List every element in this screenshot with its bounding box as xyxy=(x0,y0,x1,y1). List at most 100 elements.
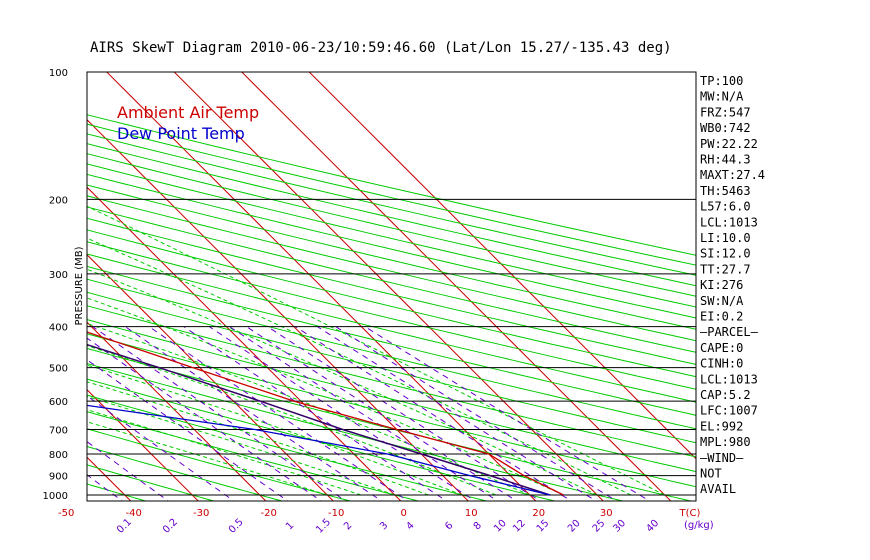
index-item: TT:27.7 xyxy=(700,262,751,276)
isobars xyxy=(87,72,696,496)
dry-adiabat-line xyxy=(87,394,489,501)
mixing-ratio-line xyxy=(87,441,170,501)
dry-adiabats xyxy=(87,114,696,501)
index-item: CAP:5.2 xyxy=(700,388,751,402)
index-item: —PARCEL— xyxy=(700,325,759,339)
mixing-ratio-tick-label: 1.5 xyxy=(314,517,333,536)
index-item: WB0:742 xyxy=(700,121,751,135)
index-item: LI:10.0 xyxy=(700,231,751,245)
moist-adiabat-line xyxy=(87,322,530,496)
temp-tick-label-bottom: -20 xyxy=(261,508,277,519)
moist-adiabat-line xyxy=(87,268,598,496)
index-item: CAPE:0 xyxy=(700,341,743,355)
mixing-ratio-line xyxy=(87,395,235,501)
dry-adiabat-line xyxy=(87,143,696,287)
mixing-ratio-tick-label: 3 xyxy=(378,520,390,532)
index-item: KI:276 xyxy=(700,278,743,292)
mixing-ratio-tick-label: 25 xyxy=(591,518,608,535)
temp-tick-label-bottom: -50 xyxy=(58,508,74,519)
dry-adiabat-line xyxy=(87,173,696,319)
plot-grid xyxy=(87,72,696,501)
index-item: PW:22.22 xyxy=(700,137,758,151)
dry-adiabat-line xyxy=(87,428,352,501)
mixing-ratio-line xyxy=(229,326,499,501)
dry-adiabat-line xyxy=(87,123,696,266)
temp-tick-label-bottom: 20 xyxy=(532,508,545,519)
temp-tick-label-bottom: -10 xyxy=(328,508,344,519)
plot-frame xyxy=(86,71,697,502)
mixing-ratio-tick-label: 10 xyxy=(492,518,509,535)
dry-adiabat-line xyxy=(87,445,284,501)
mixing-ratio-line xyxy=(87,337,323,501)
mixing-ratio-line xyxy=(335,326,618,501)
mixing-ratio-tick-label: 40 xyxy=(644,518,661,535)
index-item: LCL:1013 xyxy=(700,215,758,229)
mixing-ratio-line xyxy=(92,326,347,501)
index-item: MAXT:27.4 xyxy=(700,168,765,182)
chart-title: AIRS SkewT Diagram 2010-06-23/10:59:46.6… xyxy=(90,40,672,56)
pressure-tick-label: 1000 xyxy=(43,491,68,502)
index-item: LCL:1013 xyxy=(700,372,758,386)
dry-adiabat-line xyxy=(87,133,696,276)
temp-tick-label-bottom: 0 xyxy=(401,508,407,519)
dry-adiabat-line xyxy=(87,114,696,256)
mixing-ratio-tick-label: 6 xyxy=(443,520,455,532)
index-item: LFC:1007 xyxy=(700,404,758,418)
index-item: MPL:980 xyxy=(700,435,751,449)
legend-dew-point-temp: Dew Point Temp xyxy=(117,124,245,143)
mixing-ratio-line xyxy=(148,326,409,501)
index-item: EI:0.2 xyxy=(700,310,743,324)
dry-adiabat-line xyxy=(87,265,696,416)
dry-adiabat-line xyxy=(87,464,216,501)
pressure-tick-label: 100 xyxy=(49,68,68,79)
mixing-ratio-line xyxy=(295,326,573,501)
index-item: EL:992 xyxy=(700,419,743,433)
temp-tick-label-bottom: -40 xyxy=(126,508,142,519)
pressure-tick-label: 400 xyxy=(49,323,68,334)
dew-point-temp-line xyxy=(87,404,551,496)
mixing-ratio-line xyxy=(246,326,518,501)
series-layer xyxy=(87,331,564,496)
dry-adiabat-line xyxy=(87,363,625,501)
moist-adiabat-line xyxy=(87,345,497,496)
dry-adiabat-line xyxy=(87,206,696,353)
dry-adiabat-line xyxy=(87,195,696,342)
mixing-ratio-tick-label: 2 xyxy=(342,520,354,532)
mixing-ratio-line xyxy=(87,474,124,501)
mixing-ratio-tick-label: 0.5 xyxy=(227,517,246,536)
index-item: RH:44.3 xyxy=(700,153,751,167)
dry-adiabat-line xyxy=(87,278,696,430)
mixing-ratio-lines xyxy=(87,326,651,501)
mixing-ratio-line xyxy=(209,326,476,501)
mixing-ratio-tick-label: 0.1 xyxy=(115,517,134,536)
dry-adiabat-line xyxy=(87,153,696,297)
dry-adiabat-line xyxy=(87,347,693,501)
mixing-ratio-line xyxy=(125,326,383,501)
mixing-ratio-line xyxy=(364,326,651,501)
pressure-tick-label: 800 xyxy=(49,450,68,461)
mixing-ratio-tick-label: 15 xyxy=(535,518,552,535)
isotherm-line xyxy=(241,72,672,501)
dry-adiabat-line xyxy=(87,163,696,308)
index-item: NOT xyxy=(700,467,722,481)
isotherm-line xyxy=(87,389,199,501)
dry-adiabat-line xyxy=(87,319,696,473)
isotherm-line xyxy=(106,72,537,501)
temp-tick-label-bottom: 30 xyxy=(600,508,613,519)
index-item: L57:6.0 xyxy=(700,200,751,214)
moist-adiabat-line xyxy=(87,409,362,496)
index-item: SW:N/A xyxy=(700,294,744,308)
mixing-ratio-line xyxy=(267,326,542,501)
dry-adiabat-line xyxy=(87,217,696,365)
mixing-ratio-line xyxy=(317,326,598,501)
mixing-ratio-tick-label: 20 xyxy=(566,518,583,535)
index-item: TP:100 xyxy=(700,74,743,88)
dry-adiabat-line xyxy=(87,291,696,444)
dry-adiabat-line xyxy=(87,253,696,403)
mixing-ratio-tick-label: 4 xyxy=(405,520,417,532)
mixing-ratio-tick-label: 30 xyxy=(611,518,628,535)
x-axis-label: T(C) xyxy=(679,508,701,519)
pressure-tick-label: 700 xyxy=(49,425,68,436)
pressure-tick-label: 300 xyxy=(49,270,68,281)
